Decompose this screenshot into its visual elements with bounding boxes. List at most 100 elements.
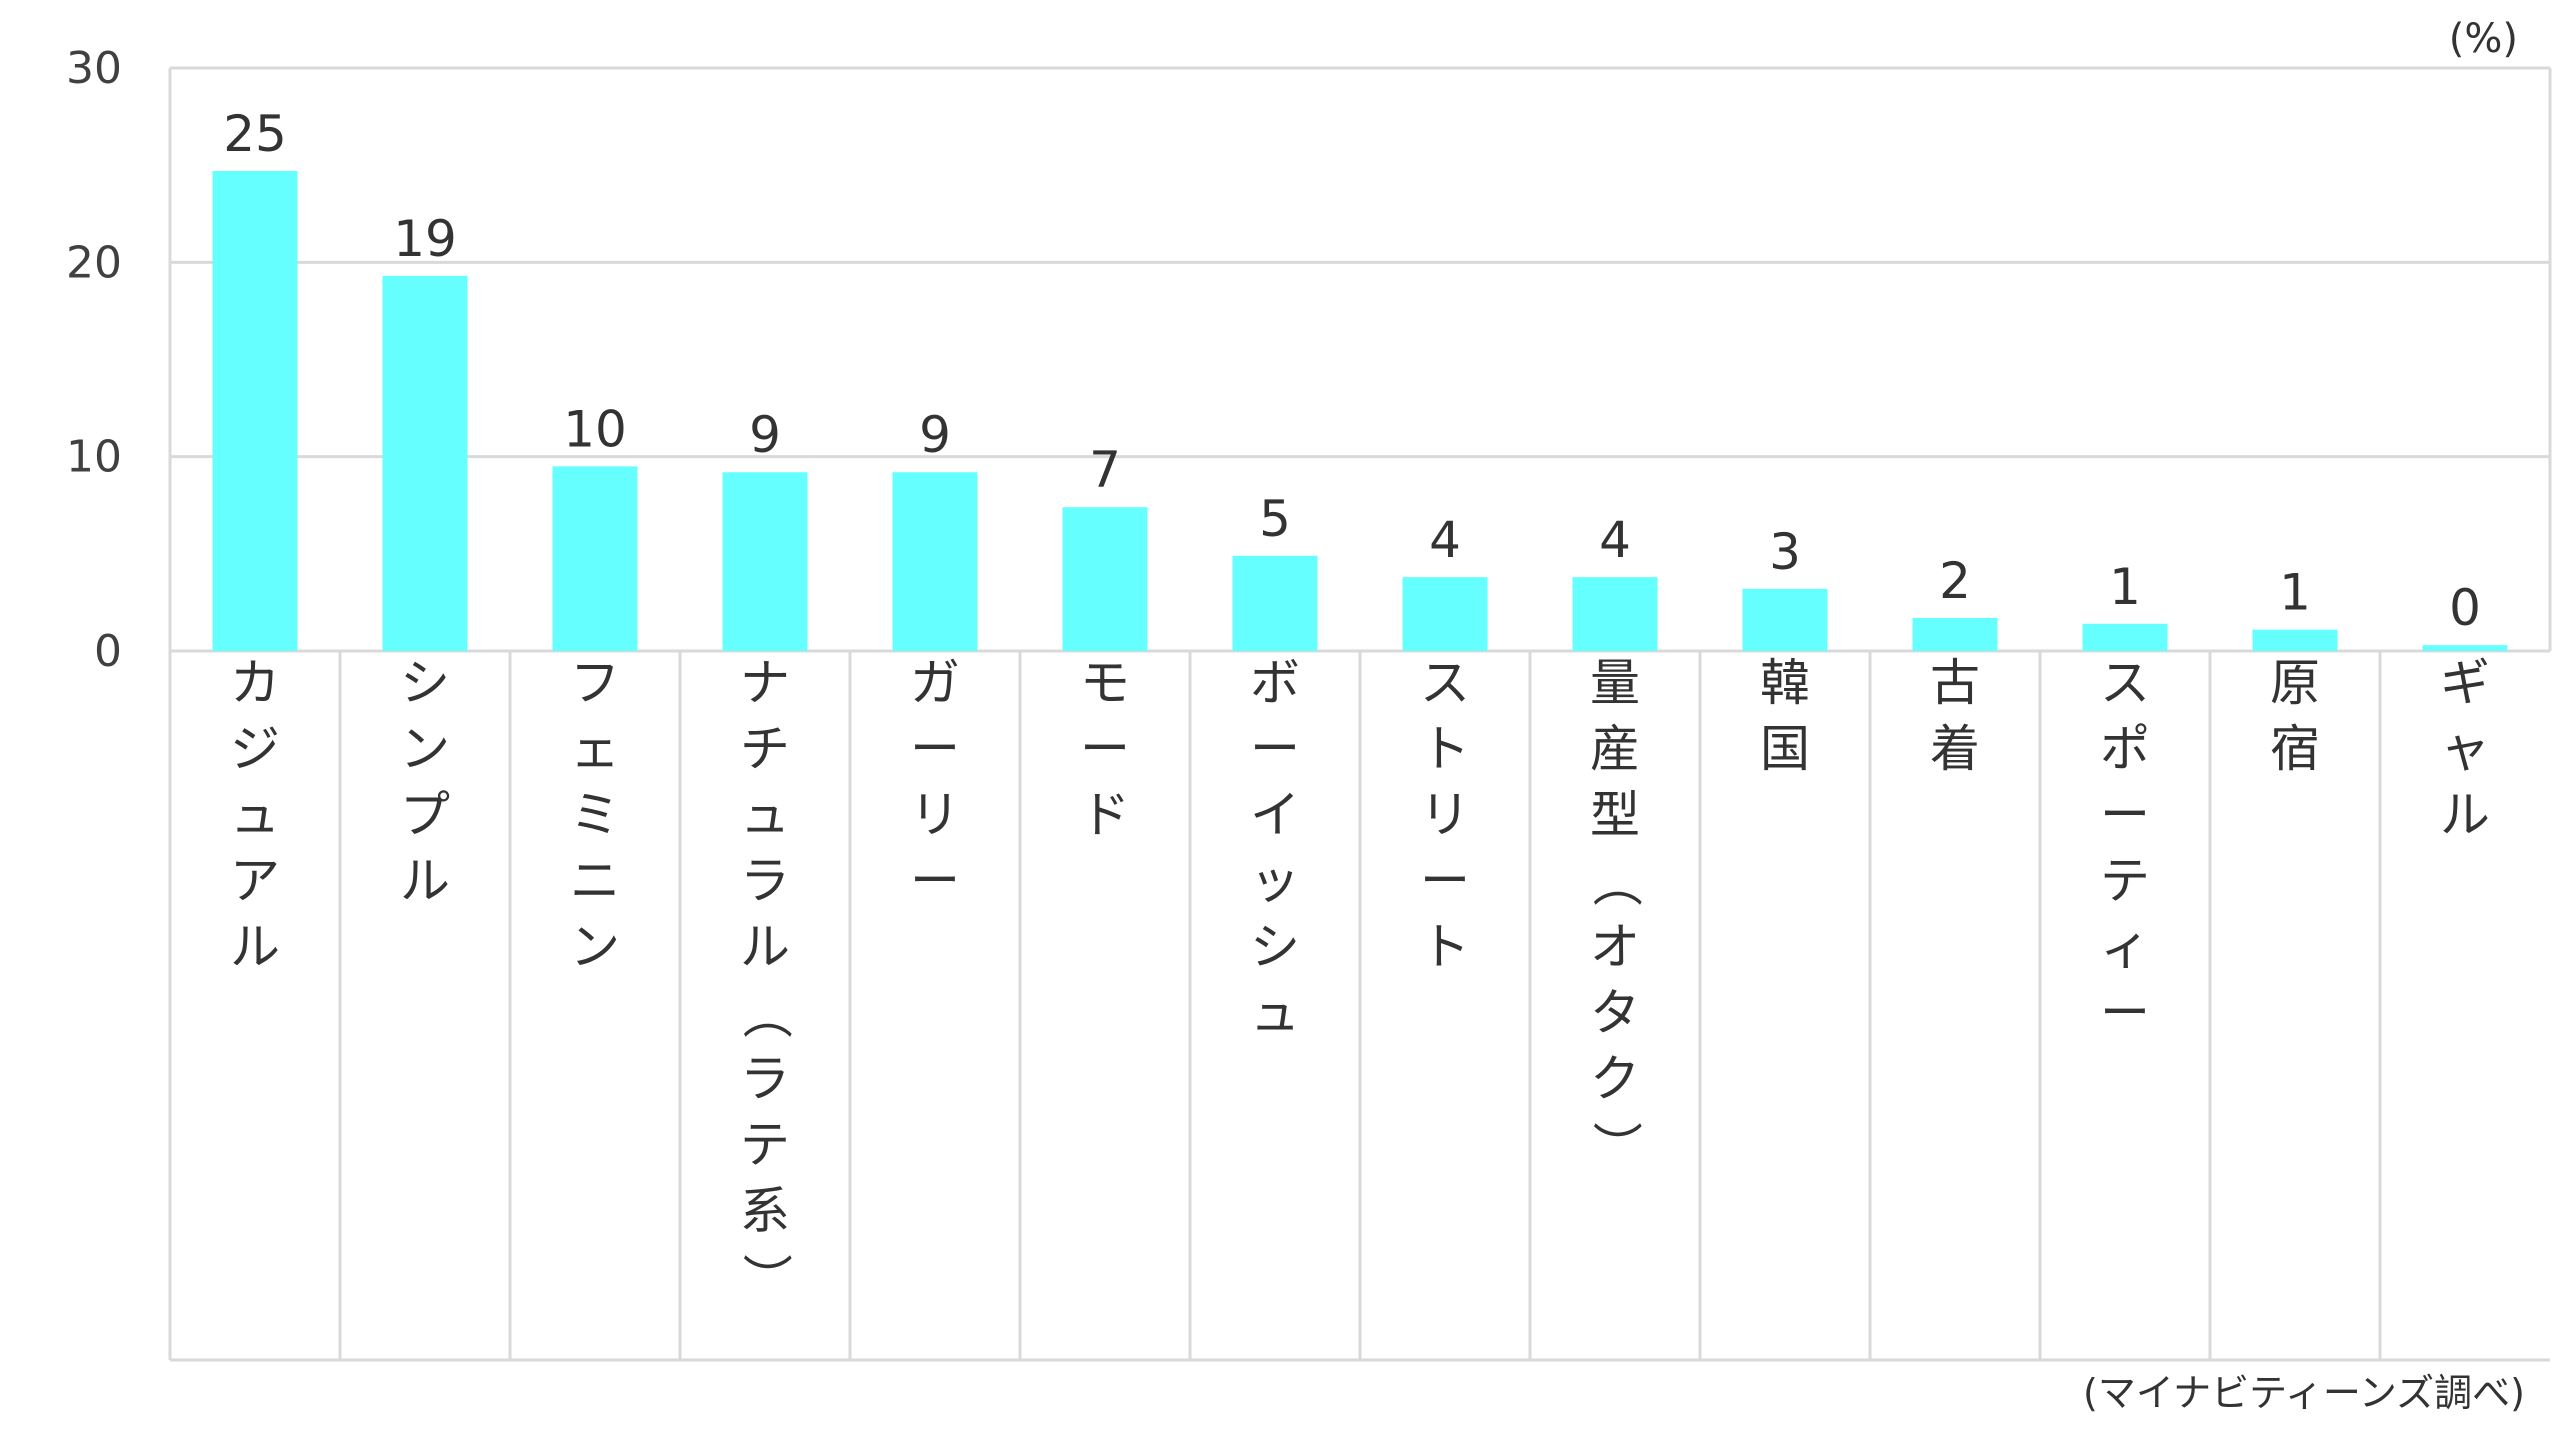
source-note: (マイナビティーンズ調べ) [2083,1371,2525,1415]
category-labels: カジュアルシンプルフェミニンナチュラル（ラテ系）ガーリーモードボーイッシュストリ… [230,654,2490,1303]
bar [1232,555,1318,651]
unit-label: (%) [2449,16,2518,62]
data-label: 5 [1259,490,1291,548]
category-label-char: ン [570,918,620,976]
category-label-char: ス [2100,654,2150,712]
category-label-char: ス [1420,654,1470,712]
bar [1742,588,1828,651]
category-label-char: 韓 [1760,654,1810,712]
category-label-char: ア [230,852,280,910]
category-label-char: ニ [570,852,620,910]
category-label-char: ル [400,852,450,910]
bar [2252,629,2338,651]
category-label-char: ラ [740,1050,790,1108]
data-label: 7 [1089,441,1121,499]
bar [2422,645,2508,651]
category-label-char: 原 [2270,654,2320,712]
category-label-char: ッ [1250,852,1300,910]
category-label: 古着 [1930,654,1980,778]
category-label-char: ） [1587,1121,1645,1171]
category-label-char: ジ [230,720,280,778]
category-label-char: オ [1590,918,1640,976]
y-tick-label: 10 [66,432,122,483]
y-tick-label: 0 [94,626,122,677]
category-label-char: 国 [1760,720,1810,778]
category-label-char: ト [1420,918,1470,976]
bar [382,275,468,651]
category-label-char: ド [1080,786,1130,844]
category-label-char: ィ [2100,918,2150,976]
category-label-char: ガ [910,654,960,712]
category-label-char: ミ [570,786,620,844]
gridlines [168,66,2552,1362]
category-label-char: ー [910,720,960,778]
category-label-char: テ [2100,852,2150,910]
category-label-char: ル [230,918,280,976]
category-label-char: ボ [1250,654,1300,712]
y-axis-ticks: 0 10 20 30 [66,43,122,677]
category-label-char: 型 [1590,786,1640,844]
data-label: 4 [1599,511,1631,569]
category-label-char: イ [1250,786,1300,844]
category-label-char: ー [1080,720,1130,778]
category-label-char: ュ [1250,984,1300,1042]
bar [212,170,298,651]
category-label: 韓国 [1760,654,1810,778]
category-label: 量産型 （ オタク ） [1587,654,1645,1171]
category-label-char: 産 [1590,720,1640,778]
data-label: 9 [749,406,781,464]
category-label-char: プ [400,786,450,844]
category-label-char: ナ [740,654,790,712]
category-label-char: 宿 [2270,720,2320,778]
data-label: 1 [2109,558,2141,616]
category-label-char: ー [2100,984,2150,1042]
category-label-char: ー [1420,852,1470,910]
data-label: 9 [919,406,951,464]
bar [1402,577,1488,651]
category-label-char: 系 [740,1182,790,1240]
data-label: 19 [393,210,457,268]
category-label-char: テ [740,1116,790,1174]
category-label-char: シ [400,654,450,712]
category-label-char: ギ [2440,654,2490,712]
data-label: 4 [1429,511,1461,569]
data-label: 10 [563,400,627,458]
y-tick-label: 30 [66,43,122,94]
category-label-char: ュ [740,786,790,844]
category-label-char: ー [1250,720,1300,778]
category-label-char: ュ [230,786,280,844]
category-label-char: ル [2440,786,2490,844]
category-label-char: （ [1587,857,1645,907]
category-label-char: フ [570,654,620,712]
bars [212,170,2508,651]
bar [2082,623,2168,651]
category-label-char: シ [1250,918,1300,976]
category-label-char: （ [737,989,795,1039]
y-tick-label: 20 [66,237,122,288]
category-label-char: ャ [2440,720,2490,778]
category-label-char: 量 [1590,654,1640,712]
bar [722,472,808,651]
bar [892,472,978,651]
data-label: 1 [2279,564,2311,622]
category-label-char: チ [740,720,790,778]
category-label-char: ） [737,1253,795,1303]
bar [1912,617,1998,651]
category-label: 原宿 [2270,654,2320,778]
category-label-char: ク [1590,1050,1640,1108]
bar [1062,507,1148,651]
category-label-char: カ [230,654,280,712]
data-label: 2 [1939,552,1971,610]
category-label-char: ー [910,852,960,910]
category-label-char: ポ [2100,720,2150,778]
data-label: 25 [223,105,287,163]
category-label-char: ー [2100,786,2150,844]
data-label: 3 [1769,523,1801,581]
